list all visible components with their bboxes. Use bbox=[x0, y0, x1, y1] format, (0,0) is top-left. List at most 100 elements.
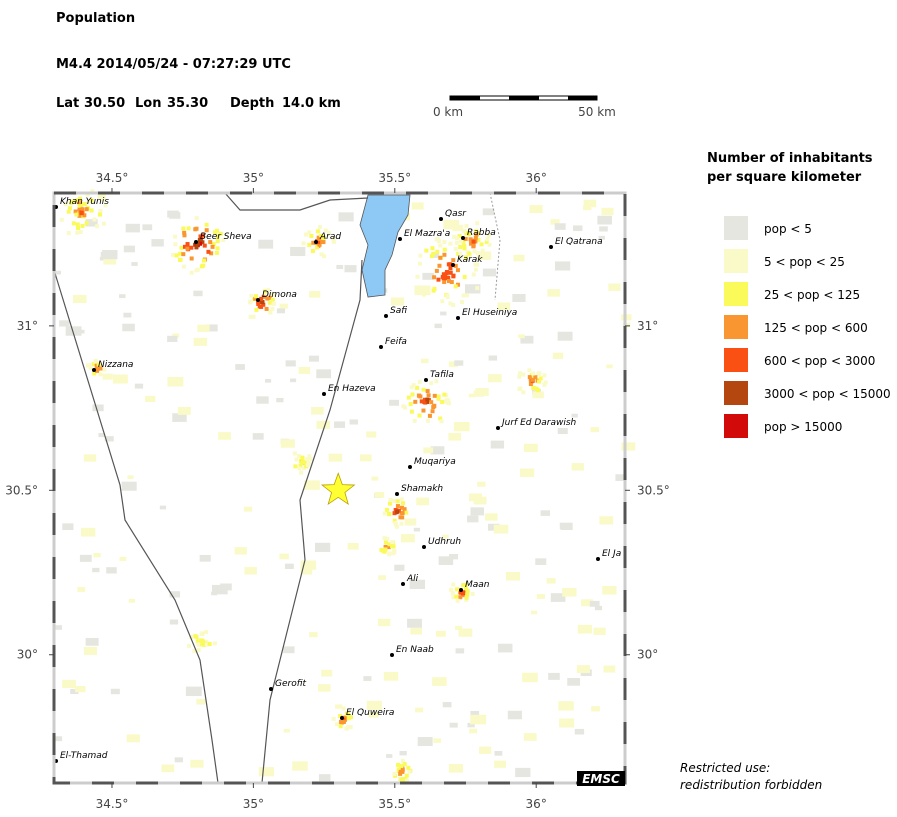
pop-patch bbox=[303, 460, 308, 465]
lon-label: Lon bbox=[135, 96, 161, 111]
pop-patch bbox=[396, 762, 401, 767]
pop-patch bbox=[73, 209, 78, 214]
pop-patch bbox=[433, 738, 442, 743]
pop-patch bbox=[66, 231, 71, 236]
city-label: Khan Yunis bbox=[60, 197, 109, 207]
pop-patch bbox=[59, 217, 64, 222]
pop-patch bbox=[194, 216, 199, 221]
pop-patch bbox=[432, 393, 437, 398]
pop-patch bbox=[131, 262, 138, 266]
pop-patch bbox=[307, 454, 312, 459]
pop-patch bbox=[83, 646, 98, 655]
pop-patch bbox=[167, 376, 184, 387]
pop-patch bbox=[400, 534, 415, 543]
pop-patch bbox=[571, 413, 578, 418]
lat-label: Lat bbox=[56, 96, 79, 111]
pop-patch bbox=[310, 249, 315, 254]
pop-patch bbox=[173, 234, 178, 239]
pop-patch bbox=[497, 302, 511, 311]
city-label: Udhruh bbox=[428, 537, 461, 547]
lon-tick-label: 35.5° bbox=[378, 797, 411, 811]
pop-patch bbox=[193, 290, 203, 297]
pop-patch bbox=[204, 228, 209, 233]
pop-patch bbox=[79, 211, 84, 216]
pop-patch bbox=[531, 610, 538, 615]
city-label: Jurf Ed Darawish bbox=[500, 418, 577, 428]
pop-patch bbox=[300, 567, 313, 575]
pop-patch bbox=[442, 239, 447, 244]
pop-patch bbox=[448, 587, 453, 592]
pop-patch bbox=[70, 688, 79, 695]
pop-patch bbox=[536, 388, 541, 393]
city-dot bbox=[194, 240, 198, 244]
pop-patch bbox=[451, 258, 456, 263]
pop-patch bbox=[390, 540, 395, 545]
pop-patch bbox=[531, 371, 536, 376]
pop-patch bbox=[455, 625, 463, 631]
pop-patch bbox=[261, 302, 266, 307]
pop-patch bbox=[62, 679, 76, 689]
pop-patch bbox=[185, 686, 202, 697]
pop-patch bbox=[127, 475, 134, 480]
pop-patch bbox=[321, 669, 333, 677]
pop-patch bbox=[297, 466, 302, 471]
pop-patch bbox=[449, 554, 459, 560]
pop-patch bbox=[307, 230, 312, 235]
pop-patch bbox=[471, 244, 476, 249]
pop-patch bbox=[208, 240, 213, 245]
pop-patch bbox=[469, 728, 478, 734]
pop-patch bbox=[198, 234, 203, 239]
pop-patch bbox=[464, 293, 469, 298]
pop-patch bbox=[119, 294, 126, 299]
pop-patch bbox=[396, 767, 401, 772]
legend-label: 25 < pop < 125 bbox=[764, 288, 860, 302]
pop-patch bbox=[93, 359, 98, 364]
pop-patch bbox=[252, 433, 264, 440]
pop-patch bbox=[464, 595, 469, 600]
lon-tick-label: 34.5° bbox=[96, 171, 129, 185]
pop-patch bbox=[395, 504, 400, 509]
pop-patch bbox=[440, 400, 445, 405]
city-dot bbox=[322, 392, 326, 396]
pop-patch bbox=[96, 362, 101, 367]
pop-patch bbox=[453, 284, 458, 289]
pop-patch bbox=[442, 702, 452, 708]
pop-patch bbox=[402, 507, 407, 512]
pop-patch bbox=[270, 306, 275, 311]
pop-patch bbox=[309, 290, 321, 298]
pop-patch bbox=[317, 236, 322, 241]
pop-patch bbox=[424, 248, 429, 253]
city-dot bbox=[456, 316, 460, 320]
pop-patch bbox=[77, 587, 86, 592]
pop-patch bbox=[261, 294, 266, 299]
legend-swatch bbox=[724, 282, 748, 306]
legend-swatch bbox=[724, 381, 748, 405]
city-label: En Hazeva bbox=[328, 384, 376, 394]
pop-patch bbox=[477, 481, 486, 487]
pop-patch bbox=[65, 326, 82, 336]
pop-patch bbox=[423, 397, 428, 402]
pop-patch bbox=[417, 413, 422, 418]
pop-patch bbox=[77, 203, 82, 208]
pop-patch bbox=[438, 255, 443, 260]
pop-patch bbox=[417, 261, 422, 266]
pop-patch bbox=[442, 279, 447, 284]
city-label: Maan bbox=[465, 580, 490, 590]
pop-patch bbox=[453, 263, 458, 268]
pop-patch bbox=[85, 363, 90, 368]
pop-patch bbox=[89, 208, 94, 213]
pop-patch bbox=[182, 230, 187, 235]
legend-label: 5 < pop < 25 bbox=[764, 255, 845, 269]
pop-patch bbox=[195, 639, 200, 644]
city-dot bbox=[549, 245, 553, 249]
pop-patch bbox=[590, 427, 600, 433]
pop-patch bbox=[443, 219, 460, 230]
lat-tick-label: 30.5° bbox=[5, 483, 38, 497]
pop-patch bbox=[193, 227, 198, 232]
pop-patch bbox=[204, 222, 209, 227]
pop-patch bbox=[416, 393, 421, 398]
pop-patch bbox=[594, 605, 603, 611]
pop-patch bbox=[249, 293, 254, 298]
border bbox=[224, 192, 369, 211]
pop-patch bbox=[448, 241, 453, 246]
